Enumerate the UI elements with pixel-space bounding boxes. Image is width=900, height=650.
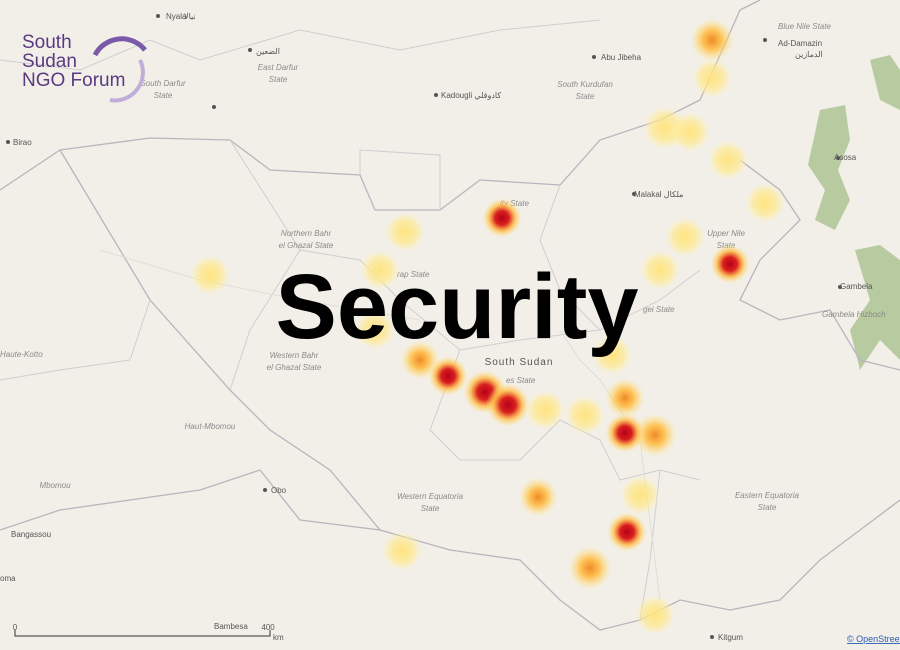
logo-text: South [22, 32, 72, 53]
heat-spot [690, 18, 734, 62]
region-label: Haut-Mbomou [185, 422, 236, 431]
heat-spot [482, 198, 522, 238]
logo-swoosh [92, 36, 147, 57]
heat-spot [568, 546, 612, 590]
attribution[interactable]: © OpenStreetMap [847, 634, 900, 644]
logo-swoosh [109, 59, 145, 103]
region-label: State [576, 92, 595, 101]
heat-spot [692, 58, 732, 98]
place-label: oma [0, 574, 16, 583]
heat-spot [486, 383, 530, 427]
heat-spot [635, 595, 675, 635]
place-label: Bambesa [214, 622, 248, 631]
place-label: Asosa [834, 153, 857, 162]
heat-spot [355, 310, 395, 350]
region-label: rap State [397, 270, 430, 279]
heat-spot [382, 531, 422, 571]
region-label: State [421, 504, 440, 513]
logo-text: NGO Forum [22, 70, 125, 91]
place-label: Nyala [166, 12, 187, 21]
heat-spot [592, 335, 632, 375]
heat-spot [518, 477, 558, 517]
place-label: Kadougli كادوقلي [441, 91, 501, 100]
heat-spot [360, 250, 400, 290]
region-label: Gambela Hizboch [822, 310, 886, 319]
place-label: نيالا [184, 12, 196, 21]
region-label: el Ghazal State [267, 363, 322, 372]
place-label: Malakal ملكال [634, 190, 683, 199]
region-label: South Darfur [140, 79, 186, 88]
region-label: gei State [643, 305, 675, 314]
region-label: Northern Bahr [281, 229, 332, 238]
region-label: Western Equatoria [397, 492, 464, 501]
region-label: State [154, 91, 173, 100]
place-label: Obo [271, 486, 287, 495]
vegetation [808, 55, 900, 370]
heatmap [190, 18, 785, 635]
scale-label: 400 [261, 623, 275, 632]
heat-spot [607, 512, 647, 552]
heat-spot [708, 140, 748, 180]
heat-spot [565, 395, 605, 435]
scale-label: 0 [13, 623, 18, 632]
region-label: Upper Nile [707, 229, 745, 238]
heat-spot [190, 255, 230, 295]
heat-spot [605, 413, 645, 453]
region-label: State [269, 75, 288, 84]
logo-text: Sudan [22, 51, 77, 72]
place-label: Birao [13, 138, 32, 147]
heat-spot [605, 378, 645, 418]
region-label: State [758, 503, 777, 512]
region-label: Western Bahr [270, 351, 319, 360]
place-label: Kitgum [718, 633, 743, 642]
scale-unit: km [273, 633, 284, 642]
region-label: East Darfur [258, 63, 299, 72]
region-label: Haute-Kotto [0, 350, 43, 359]
heat-spot [385, 212, 425, 252]
place-label: Abu Jibeha [601, 53, 642, 62]
heat-spot [710, 244, 750, 284]
heat-spot [620, 475, 660, 515]
heat-spot [525, 390, 565, 430]
region-label: Eastern Equatoria [735, 491, 800, 500]
place-label: Ad-Damazin [778, 39, 822, 48]
place-label: الضعين [256, 47, 280, 56]
overlay-title: Security [275, 256, 638, 358]
place-label: Gambela [840, 282, 873, 291]
heat-spot [633, 413, 677, 457]
region-label: el Ghazal State [279, 241, 334, 250]
place-label: Bangassou [11, 530, 51, 539]
heat-spot [640, 250, 680, 290]
heat-spot [745, 183, 785, 223]
logo: South Sudan NGO Forum [22, 32, 147, 103]
heat-spot [428, 356, 468, 396]
heat-spot [665, 217, 705, 257]
heat-spot [670, 112, 710, 152]
region-label: Mbomou [39, 481, 71, 490]
region-label: Blue Nile State [778, 22, 831, 31]
region-label: es State [506, 376, 536, 385]
scale-bar: 0 400 km [13, 623, 284, 642]
region-label: South Kurdufan [557, 80, 613, 89]
place-dots [6, 14, 842, 639]
country-label: South Sudan [485, 357, 554, 368]
place-label: الدمازين [795, 50, 823, 59]
